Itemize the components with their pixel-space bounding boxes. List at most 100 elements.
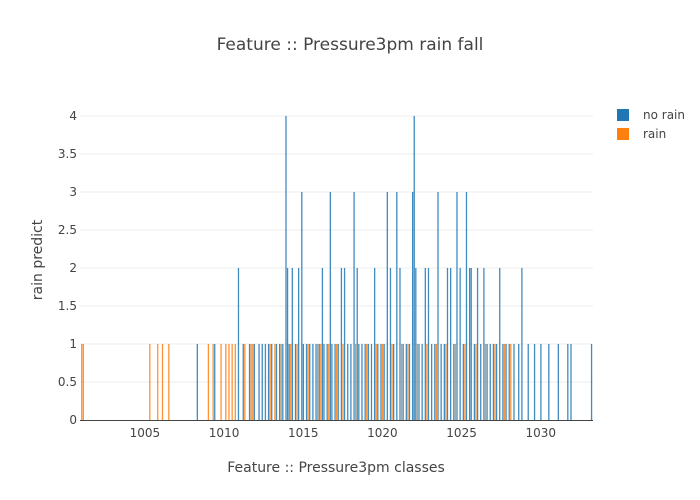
bar-no-rain[interactable]	[364, 344, 366, 420]
bar-rain[interactable]	[296, 344, 298, 420]
bar-rain[interactable]	[149, 344, 151, 420]
bar-rain[interactable]	[391, 344, 393, 420]
bar-no-rain[interactable]	[431, 344, 433, 420]
bar-rain[interactable]	[400, 344, 403, 420]
bar-no-rain[interactable]	[347, 344, 349, 420]
bar-no-rain[interactable]	[570, 344, 572, 420]
bar-no-rain[interactable]	[492, 344, 495, 420]
bar-no-rain[interactable]	[434, 344, 436, 420]
bar-no-rain[interactable]	[298, 268, 300, 420]
bar-rain[interactable]	[225, 344, 227, 420]
legend-swatch[interactable]	[617, 128, 629, 140]
bar-no-rain[interactable]	[282, 344, 284, 420]
bar-no-rain[interactable]	[377, 344, 379, 420]
bar-no-rain[interactable]	[424, 268, 426, 420]
bar-rain[interactable]	[234, 344, 236, 420]
bar-no-rain[interactable]	[508, 344, 510, 420]
bar-no-rain[interactable]	[450, 268, 452, 420]
bar-no-rain[interactable]	[393, 344, 395, 420]
bar-rain[interactable]	[231, 344, 233, 420]
legend[interactable]: no rain rain	[617, 108, 685, 141]
bar-no-rain[interactable]	[495, 344, 498, 420]
legend-swatch[interactable]	[617, 109, 629, 121]
bar-no-rain[interactable]	[286, 268, 289, 420]
bar-no-rain[interactable]	[399, 268, 401, 420]
bar-rain[interactable]	[307, 344, 309, 420]
bar-rain[interactable]	[274, 344, 276, 420]
bar-no-rain[interactable]	[408, 344, 411, 420]
bar-no-rain[interactable]	[476, 268, 479, 420]
bar-no-rain[interactable]	[483, 268, 485, 420]
bar-no-rain[interactable]	[421, 344, 423, 420]
bar-no-rain[interactable]	[334, 344, 336, 420]
bar-no-rain[interactable]	[462, 344, 464, 420]
bar-no-rain[interactable]	[242, 344, 244, 420]
bar-no-rain[interactable]	[248, 344, 251, 420]
bar-no-rain[interactable]	[279, 344, 281, 420]
bar-no-rain[interactable]	[518, 344, 520, 420]
bar-no-rain[interactable]	[469, 268, 471, 420]
bar-no-rain[interactable]	[370, 344, 373, 420]
bar-no-rain[interactable]	[590, 344, 593, 420]
bar-rain[interactable]	[82, 344, 84, 420]
bar-no-rain[interactable]	[540, 344, 542, 420]
bar-no-rain[interactable]	[383, 344, 385, 420]
bar-no-rain[interactable]	[386, 192, 388, 420]
bar-no-rain[interactable]	[318, 344, 320, 420]
bar-no-rain[interactable]	[389, 268, 392, 420]
bar-rain[interactable]	[168, 344, 170, 420]
bar-no-rain[interactable]	[465, 192, 468, 420]
bar-rain[interactable]	[157, 344, 159, 420]
bar-rain[interactable]	[244, 344, 246, 420]
bar-no-rain[interactable]	[459, 268, 461, 420]
bar-no-rain[interactable]	[437, 192, 439, 420]
bar-rain[interactable]	[464, 344, 466, 420]
bar-rain[interactable]	[207, 344, 210, 420]
bar-no-rain[interactable]	[486, 344, 488, 420]
bar-rain[interactable]	[342, 344, 344, 420]
bar-rain[interactable]	[435, 344, 438, 420]
bar-no-rain[interactable]	[443, 344, 445, 420]
bar-no-rain[interactable]	[264, 344, 267, 420]
bar-no-rain[interactable]	[453, 344, 455, 420]
bar-no-rain[interactable]	[396, 192, 398, 420]
bar-no-rain[interactable]	[527, 344, 529, 420]
bar-no-rain[interactable]	[331, 344, 333, 420]
bar-no-rain[interactable]	[412, 192, 414, 420]
legend-label[interactable]: no rain	[643, 108, 685, 122]
bar-no-rain[interactable]	[480, 344, 482, 420]
bar-no-rain[interactable]	[285, 116, 287, 420]
bar-no-rain[interactable]	[473, 344, 476, 420]
bar-no-rain[interactable]	[456, 192, 458, 420]
bar-rain[interactable]	[336, 344, 338, 420]
bar-rain[interactable]	[320, 344, 322, 420]
bar-no-rain[interactable]	[326, 344, 328, 420]
bar-rain[interactable]	[220, 344, 222, 420]
bar-rain[interactable]	[328, 344, 330, 420]
bar-no-rain[interactable]	[315, 344, 317, 420]
bar-no-rain[interactable]	[427, 268, 430, 420]
bar-rain[interactable]	[250, 344, 252, 420]
bar-no-rain[interactable]	[329, 192, 331, 420]
bar-rain[interactable]	[475, 344, 477, 420]
bar-no-rain[interactable]	[237, 268, 240, 420]
bar-rain[interactable]	[280, 344, 282, 420]
bar-no-rain[interactable]	[358, 344, 360, 420]
bar-rain[interactable]	[416, 344, 419, 420]
bar-no-rain[interactable]	[361, 344, 363, 420]
bar-rain[interactable]	[228, 344, 230, 420]
bar-no-rain[interactable]	[291, 268, 293, 420]
bar-no-rain[interactable]	[288, 344, 290, 420]
bar-no-rain[interactable]	[402, 344, 404, 420]
bar-no-rain[interactable]	[340, 268, 343, 420]
bar-no-rain[interactable]	[271, 344, 273, 420]
bar-no-rain[interactable]	[418, 344, 420, 420]
bar-rain[interactable]	[484, 344, 487, 420]
bar-rain[interactable]	[355, 344, 357, 420]
bar-no-rain[interactable]	[380, 344, 382, 420]
bar-rain[interactable]	[212, 344, 214, 420]
bar-rain[interactable]	[366, 344, 368, 420]
bar-rain[interactable]	[445, 344, 447, 420]
bar-no-rain[interactable]	[309, 344, 311, 420]
bar-no-rain[interactable]	[253, 344, 255, 420]
